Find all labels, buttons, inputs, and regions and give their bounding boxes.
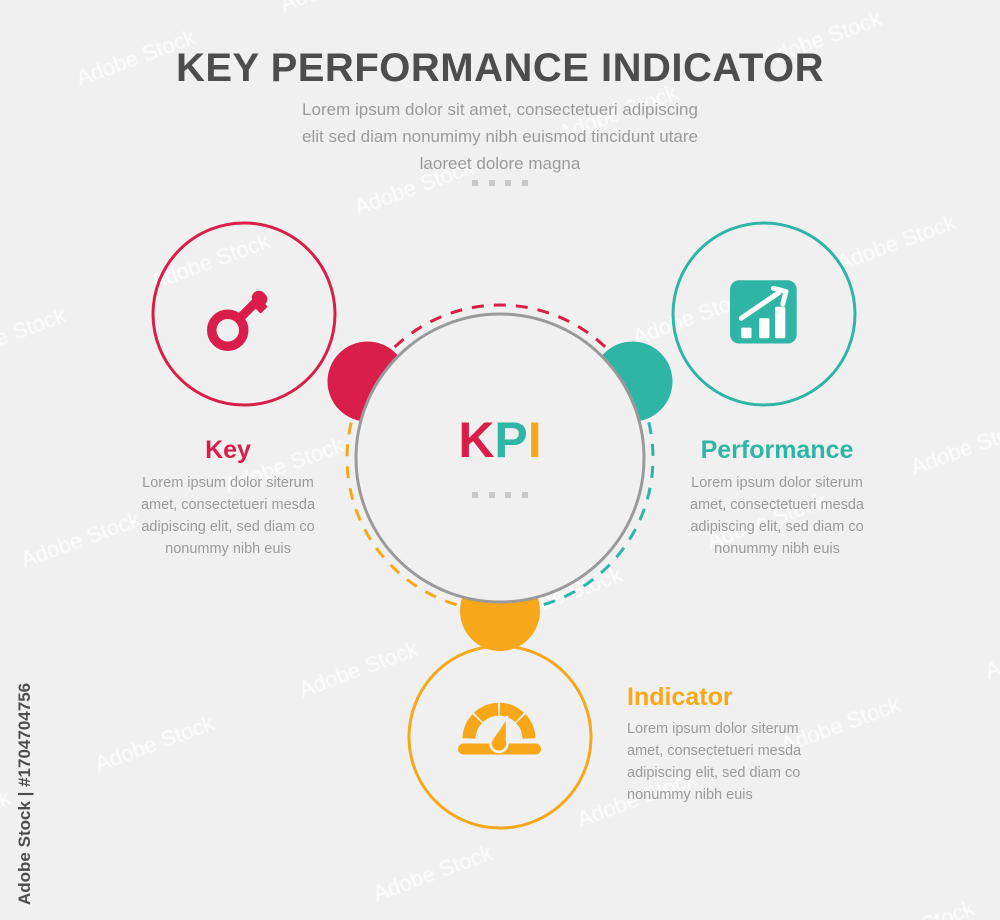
svg-text:Adobe Stock | #1704704756: Adobe Stock | #1704704756 bbox=[15, 683, 34, 905]
